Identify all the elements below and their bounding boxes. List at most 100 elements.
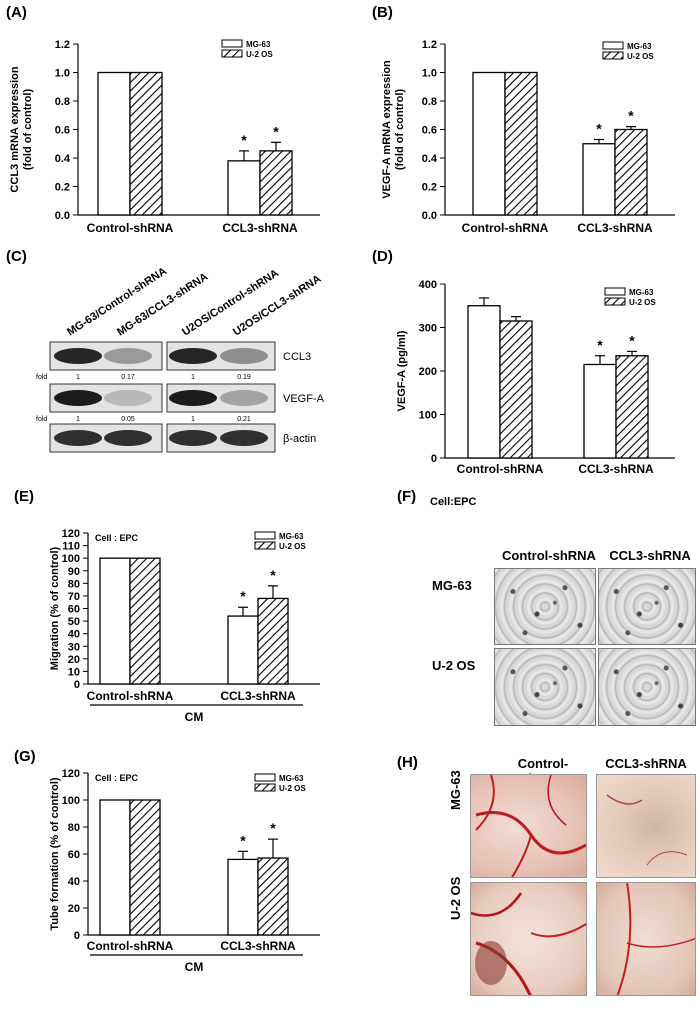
migration-cell-label: Cell:EPC <box>430 496 477 508</box>
cell-annotation: Cell : EPC <box>95 533 139 543</box>
y-tick-label: 40 <box>68 876 80 888</box>
micrograph-mg63-control <box>494 568 596 645</box>
micrograph-u2os-control <box>494 648 596 726</box>
bar-mg-63-0 <box>99 557 131 685</box>
y-tick-label: 0.4 <box>422 153 438 165</box>
bar-mg-63-0 <box>97 71 131 216</box>
y-tick-label: 200 <box>419 366 437 378</box>
y-tick-label: 40 <box>68 629 80 641</box>
y-tick-label: 300 <box>419 323 437 335</box>
cam-col-ccl3: CCL3-shRNA <box>605 756 687 771</box>
migration-col-control: Control-shRNA <box>502 548 596 563</box>
bar-u-2-os-0 <box>499 320 533 459</box>
significance-marker: * <box>270 820 276 836</box>
y-tick-label: 0.4 <box>55 153 71 165</box>
y-tick-label: 30 <box>68 641 80 653</box>
panel-label-c: (C) <box>6 248 27 265</box>
bar-mg-63-0 <box>467 305 501 459</box>
y-tick-label: 10 <box>68 666 80 678</box>
category-label: Control-shRNA <box>457 462 544 476</box>
bar-u-2-os-1 <box>257 857 289 936</box>
micrograph-u2os-ccl3 <box>598 648 696 726</box>
legend-swatch <box>254 541 276 550</box>
y-tick-label: 50 <box>68 616 80 628</box>
x-group-label: CM <box>185 710 204 724</box>
y-axis-label: VEGF-A mRNA expression <box>381 60 393 199</box>
y-tick-label: 400 <box>419 279 437 291</box>
bar-u-2-os-1 <box>614 128 648 216</box>
bar-mg-63-1 <box>227 615 259 685</box>
migration-row-mg63: MG-63 <box>432 578 472 593</box>
y-axis-label: (fold of control) <box>394 89 406 171</box>
y-tick-label: 110 <box>62 541 80 553</box>
y-tick-label: 120 <box>62 528 80 540</box>
y-tick-label: 90 <box>68 566 80 578</box>
legend-swatch <box>254 773 276 782</box>
y-tick-label: 1.0 <box>422 68 437 80</box>
panel-label-b: (B) <box>372 4 393 21</box>
y-tick-label: 0.8 <box>422 96 437 108</box>
y-tick-label: 0 <box>431 453 437 465</box>
significance-marker: * <box>628 108 634 124</box>
y-axis-label: Migration (% of control) <box>49 546 61 670</box>
y-tick-label: 80 <box>68 822 80 834</box>
cam-row-u2os: U-2 OS <box>448 876 463 920</box>
bar-u-2-os-0 <box>504 71 538 216</box>
y-tick-label: 1.0 <box>55 68 70 80</box>
y-tick-label: 120 <box>62 768 80 780</box>
legend-label: MG-63 <box>279 532 304 541</box>
category-label: CCL3-shRNA <box>578 462 654 476</box>
chart-b: 0.0 0.2 0.4 0.6 0.8 1.0 1.2 VEGF-A mRNA express… <box>381 39 675 235</box>
bar-mg-63-1 <box>227 858 259 936</box>
category-label: CCL3-shRNA <box>220 939 296 953</box>
bar-u-2-os-0 <box>129 557 161 685</box>
category-label: Control-shRNA <box>87 221 174 235</box>
legend-label: MG-63 <box>629 288 654 297</box>
y-tick-label: 20 <box>68 654 80 666</box>
y-tick-label: 100 <box>62 795 80 807</box>
y-tick-label: 100 <box>419 410 437 422</box>
legend-label: U-2 OS <box>629 298 656 307</box>
significance-marker: * <box>270 567 276 583</box>
legend-label: MG-63 <box>279 774 304 783</box>
legend-label: MG-63 <box>246 40 271 49</box>
bar-u-2-os-1 <box>257 597 289 685</box>
significance-marker: * <box>240 588 246 604</box>
y-tick-label: 0 <box>74 930 80 942</box>
cam-image-u2os-ccl3 <box>596 882 696 996</box>
micrograph-mg63-ccl3 <box>598 568 696 645</box>
legend-swatch <box>602 41 624 50</box>
bar-mg-63-0 <box>472 71 506 216</box>
bar-mg-63-1 <box>583 363 617 459</box>
y-axis-label: (fold of control) <box>22 89 34 171</box>
legend-label: U-2 OS <box>246 50 273 59</box>
legend-swatch <box>604 287 626 296</box>
y-tick-label: 0.2 <box>55 182 70 194</box>
legend-swatch <box>602 51 624 60</box>
significance-marker: * <box>629 332 635 348</box>
panel-label-f: (F) <box>397 488 417 505</box>
legend-label: U-2 OS <box>279 784 306 793</box>
category-label: Control-shRNA <box>87 689 174 703</box>
bar-u-2-os-1 <box>259 150 293 216</box>
legend-swatch <box>254 531 276 540</box>
panel-label-a: (A) <box>6 4 27 21</box>
y-tick-label: 1.2 <box>422 39 437 51</box>
panel-label-g: (G) <box>14 748 36 765</box>
migration-row-u2os: U-2 OS <box>432 658 476 673</box>
legend-label: MG-63 <box>627 42 652 51</box>
y-tick-label: 0.0 <box>422 210 437 222</box>
y-tick-label: 0.8 <box>55 96 70 108</box>
category-label: Control-shRNA <box>462 221 549 235</box>
legend-swatch <box>604 297 626 306</box>
y-tick-label: 1.2 <box>55 39 70 51</box>
y-tick-label: 0.6 <box>55 125 70 137</box>
y-tick-label: 60 <box>68 604 80 616</box>
cam-image-u2os-control <box>470 882 587 996</box>
y-tick-label: 0.0 <box>55 210 70 222</box>
y-tick-label: 60 <box>68 849 80 861</box>
category-label: CCL3-shRNA <box>222 221 298 235</box>
bar-u-2-os-0 <box>129 799 161 936</box>
cell-annotation: Cell : EPC <box>95 773 139 783</box>
